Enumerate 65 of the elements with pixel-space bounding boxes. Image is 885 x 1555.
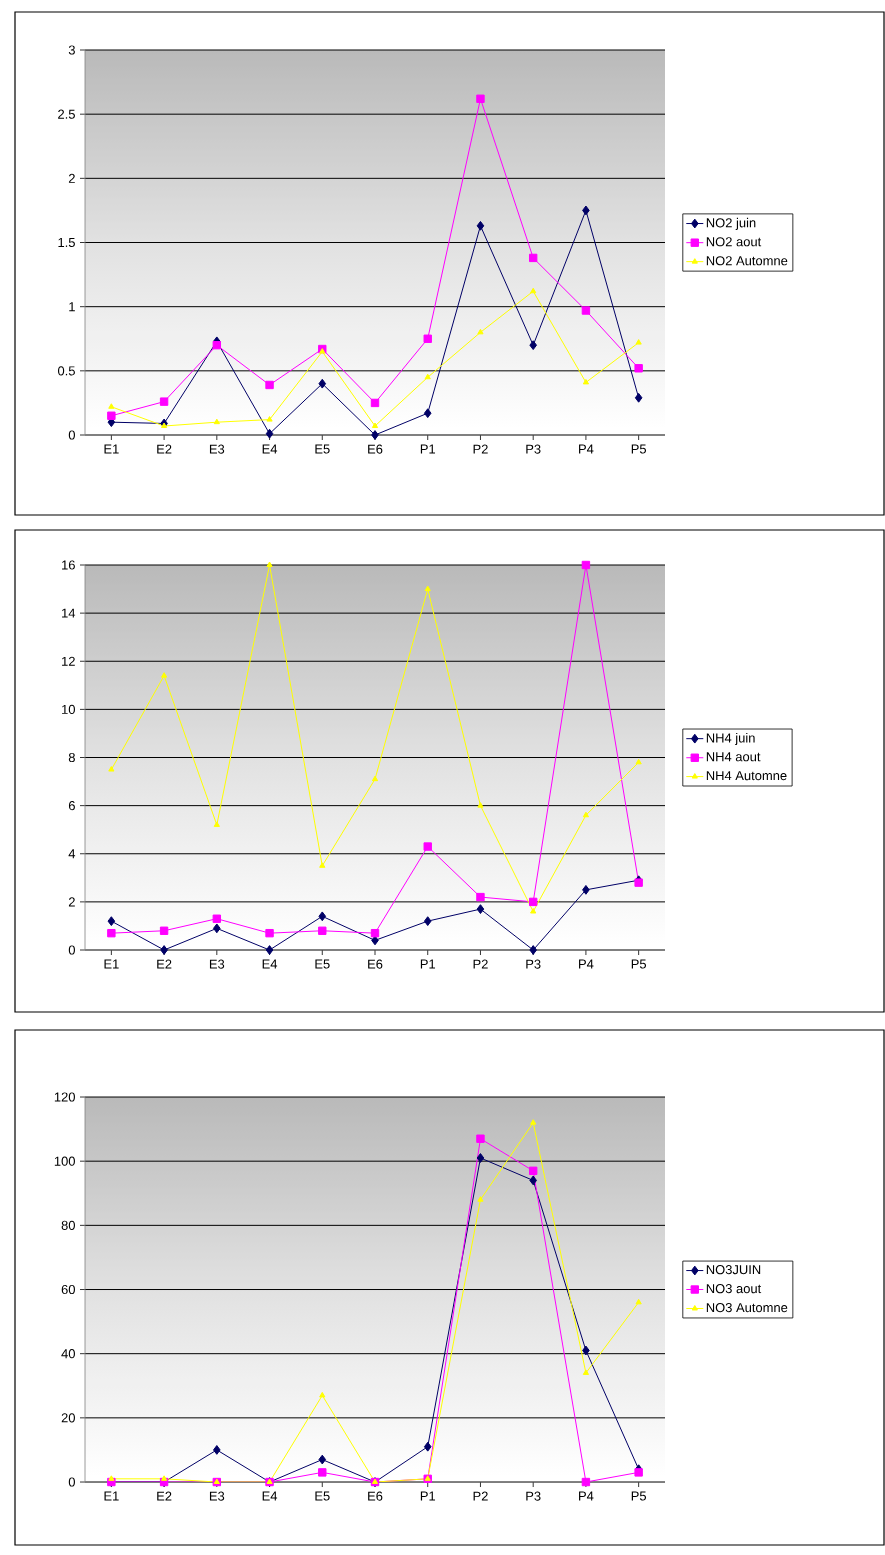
- y-tick-label: 3: [68, 45, 75, 55]
- x-tick-label: E4: [262, 444, 278, 454]
- y-tick-label: 10: [62, 704, 75, 714]
- x-tick-label: P1: [420, 959, 436, 969]
- x-tick-label: E4: [262, 1491, 278, 1501]
- x-tick-label: P1: [420, 444, 436, 454]
- x-tick-label: P2: [473, 444, 488, 454]
- y-tick-label: 100: [54, 1156, 75, 1166]
- x-tick-label: P3: [526, 1491, 541, 1501]
- legend-label: NO3 Automne: [706, 1302, 788, 1313]
- x-tick-label: P5: [631, 444, 647, 454]
- y-tick-label: 20: [61, 1413, 75, 1423]
- x-tick-label: E1: [104, 1491, 119, 1501]
- y-tick-label: 1.5: [58, 237, 75, 248]
- y-tick-label: 2: [68, 897, 75, 907]
- x-tick-label: P5: [631, 959, 647, 969]
- x-tick-label: P2: [473, 959, 488, 969]
- y-tick-label: 6: [68, 801, 75, 811]
- x-tick-label: P3: [526, 959, 541, 969]
- x-tick-label: E5: [315, 1491, 330, 1501]
- legend-label: NO3JUIN: [706, 1265, 761, 1275]
- x-tick-label: E3: [209, 959, 225, 969]
- y-tick-label: 4: [68, 849, 76, 859]
- y-tick-label: 14: [62, 608, 76, 618]
- y-tick-label: 0: [68, 430, 75, 440]
- x-tick-label: P3: [526, 444, 541, 454]
- x-tick-label: P4: [579, 959, 594, 969]
- x-tick-label: E5: [315, 959, 330, 969]
- legend-label: NO2 Automne: [706, 256, 788, 266]
- legend-label: NO2 juin: [706, 217, 756, 230]
- x-tick-label: E4: [262, 959, 278, 969]
- x-tick-label: P2: [473, 1491, 488, 1501]
- legend-label: NH4 juin: [706, 733, 755, 746]
- x-tick-label: E6: [368, 1491, 383, 1501]
- x-tick-label: E6: [368, 959, 383, 969]
- legend-label: NH4 Automne: [706, 771, 787, 781]
- y-tick-label: 120: [54, 1092, 75, 1102]
- y-tick-label: 8: [68, 752, 75, 763]
- x-tick-label: E1: [104, 959, 119, 969]
- x-tick-label: P4: [579, 1491, 594, 1501]
- x-tick-label: E3: [209, 444, 225, 454]
- y-tick-label: 0: [68, 1477, 75, 1487]
- y-tick-label: 2.5: [58, 109, 75, 119]
- legend-label: NH4 aout: [706, 752, 761, 762]
- legend-label: NO2 aout: [706, 237, 762, 247]
- y-tick-label: 60: [61, 1284, 75, 1295]
- x-tick-label: E1: [104, 444, 119, 454]
- x-tick-label: E6: [368, 444, 383, 454]
- x-tick-label: E2: [157, 959, 172, 969]
- x-tick-label: P1: [420, 1491, 436, 1501]
- y-tick-label: 16: [62, 560, 75, 570]
- y-tick-label: 1: [69, 302, 75, 312]
- x-tick-label: E3: [209, 1491, 225, 1501]
- y-tick-label: 40: [61, 1349, 75, 1359]
- y-tick-label: 0.5: [57, 366, 75, 376]
- x-tick-label: E2: [157, 444, 172, 454]
- y-tick-label: 80: [61, 1220, 75, 1230]
- y-tick-label: 12: [62, 656, 75, 666]
- x-tick-label: P5: [631, 1491, 647, 1501]
- x-tick-label: E5: [315, 444, 330, 454]
- y-tick-label: 0: [68, 945, 75, 955]
- x-tick-label: E2: [157, 1491, 172, 1501]
- legend-label: NO3 aout: [706, 1284, 762, 1294]
- y-tick-label: 2: [68, 173, 75, 183]
- x-tick-label: P4: [579, 444, 594, 454]
